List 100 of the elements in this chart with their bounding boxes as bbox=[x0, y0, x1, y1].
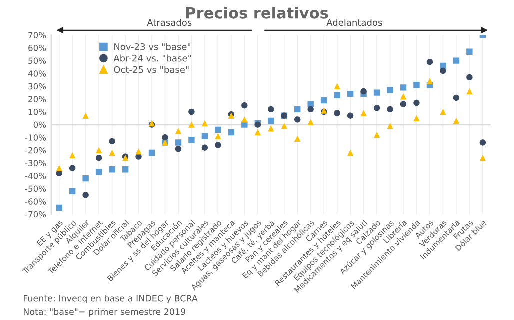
legend-label: Nov-23 vs "base" bbox=[114, 43, 191, 50]
y-tick-label: 30% bbox=[28, 83, 46, 90]
text: Atrasados bbox=[147, 19, 192, 26]
point bbox=[82, 175, 89, 182]
point bbox=[320, 97, 328, 104]
point bbox=[334, 83, 340, 90]
point bbox=[82, 112, 89, 119]
point bbox=[175, 146, 182, 152]
point bbox=[480, 140, 486, 146]
y-tick-label: -40% bbox=[25, 172, 46, 180]
point bbox=[374, 105, 380, 112]
point bbox=[162, 134, 168, 141]
point bbox=[228, 129, 235, 136]
point bbox=[96, 169, 102, 176]
y-tick-label: -10% bbox=[25, 134, 46, 141]
point bbox=[426, 78, 434, 84]
point bbox=[453, 94, 460, 102]
y-tick-label: 60% bbox=[28, 44, 46, 52]
point bbox=[414, 82, 420, 88]
y-tick-label: 0% bbox=[34, 122, 46, 128]
point bbox=[466, 48, 473, 55]
point bbox=[242, 102, 248, 109]
point bbox=[268, 106, 274, 113]
point bbox=[202, 144, 208, 151]
point bbox=[400, 101, 407, 108]
text: Adelantados bbox=[326, 19, 382, 26]
point bbox=[56, 204, 62, 212]
point bbox=[466, 88, 473, 95]
point bbox=[202, 120, 208, 127]
point bbox=[347, 90, 354, 98]
point bbox=[360, 88, 367, 95]
point bbox=[175, 128, 182, 134]
y-tick-label: -60% bbox=[25, 198, 46, 205]
legend-label: Oct-25 vs "base" bbox=[114, 66, 189, 74]
point bbox=[281, 122, 288, 130]
text: Nota: "base"= primer semestre 2019 bbox=[24, 308, 186, 317]
point bbox=[374, 132, 380, 138]
y-tick-label: 70% bbox=[28, 32, 46, 38]
point bbox=[308, 101, 314, 108]
point bbox=[453, 118, 460, 124]
legend-label: Abr-24 vs. "base" bbox=[114, 54, 192, 62]
point bbox=[400, 94, 407, 100]
point bbox=[175, 140, 182, 146]
y-tick-label: -70% bbox=[25, 211, 46, 218]
point bbox=[414, 115, 420, 122]
y-tick-label: -20% bbox=[25, 147, 46, 154]
point bbox=[308, 106, 314, 113]
point bbox=[109, 138, 116, 145]
point bbox=[347, 150, 354, 156]
point bbox=[254, 129, 262, 136]
point bbox=[294, 116, 301, 123]
point bbox=[69, 188, 76, 194]
point bbox=[82, 192, 89, 198]
point bbox=[188, 108, 195, 116]
point bbox=[426, 58, 434, 66]
point bbox=[334, 110, 340, 116]
point bbox=[453, 58, 460, 64]
point bbox=[215, 126, 222, 134]
point bbox=[109, 150, 116, 156]
point bbox=[148, 150, 156, 156]
point bbox=[294, 136, 301, 142]
point bbox=[466, 74, 473, 81]
point bbox=[56, 165, 62, 172]
point bbox=[440, 68, 446, 74]
point bbox=[387, 87, 394, 94]
point bbox=[400, 84, 407, 91]
y-tick-label: 10% bbox=[28, 108, 46, 116]
point bbox=[188, 122, 195, 128]
point bbox=[268, 118, 274, 124]
point bbox=[308, 119, 314, 126]
point bbox=[69, 152, 76, 159]
point bbox=[215, 142, 222, 148]
point bbox=[414, 100, 420, 106]
point bbox=[347, 112, 354, 119]
point bbox=[96, 147, 102, 154]
y-tick-label: -30% bbox=[25, 160, 46, 166]
source-note: Fuente: Invecq en base a INDEC y BCRA bbox=[24, 294, 198, 304]
point bbox=[387, 122, 394, 130]
point bbox=[480, 154, 486, 162]
point bbox=[188, 137, 195, 144]
point bbox=[440, 108, 446, 116]
point bbox=[334, 92, 340, 98]
point bbox=[69, 165, 76, 172]
chart-title: Precios relativos bbox=[186, 7, 328, 19]
y-tick-label: 20% bbox=[28, 96, 46, 102]
point bbox=[294, 106, 301, 113]
point bbox=[360, 110, 367, 116]
point bbox=[122, 166, 129, 173]
point bbox=[109, 166, 116, 173]
y-tick-label: 40% bbox=[28, 70, 46, 77]
point bbox=[202, 133, 208, 140]
point bbox=[136, 148, 142, 155]
point bbox=[387, 106, 394, 113]
point bbox=[215, 133, 222, 140]
point bbox=[374, 90, 380, 96]
y-tick-label: 50% bbox=[28, 58, 46, 64]
point bbox=[96, 154, 102, 162]
point bbox=[242, 116, 248, 123]
point bbox=[440, 62, 446, 70]
y-tick-label: -50% bbox=[25, 186, 46, 192]
